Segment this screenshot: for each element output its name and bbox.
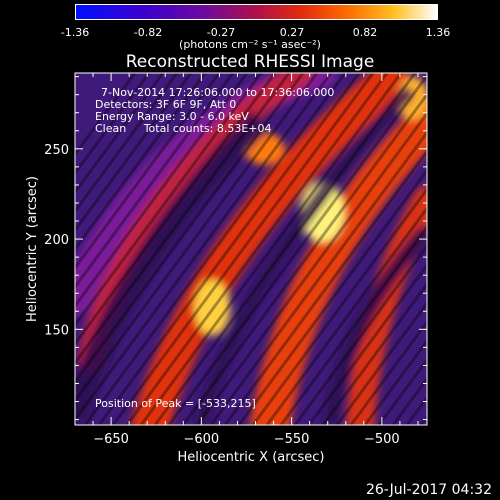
colorbar-tick: 0.27: [279, 26, 305, 39]
band-right: [250, 100, 427, 425]
colorbar-tick: -1.36: [60, 26, 90, 39]
texture-stripe: [75, 73, 137, 157]
texture-stripe: [75, 73, 235, 290]
texture-stripe: [251, 186, 427, 425]
texture-stripe: [237, 167, 427, 425]
colorbar: [75, 4, 438, 20]
info-clean: Clean Total counts: 8.53E+04: [95, 122, 272, 135]
x-tick-label: −500: [364, 432, 400, 447]
texture-stripe: [279, 224, 427, 425]
texture-stripe: [153, 73, 417, 425]
texture-stripe: [75, 73, 151, 176]
texture-stripe: [321, 281, 427, 425]
info-detectors: Detectors: 3F 6F 9F, Att 0: [95, 98, 237, 111]
y-axis-label: Heliocentric Y (arcsec): [25, 176, 40, 322]
texture-stripe: [75, 73, 179, 214]
x-tick-label: −650: [93, 432, 129, 447]
texture-stripe: [75, 73, 319, 404]
texture-stripe: [349, 319, 427, 425]
colorbar-tick: -0.27: [206, 26, 236, 39]
hotspot-mid: [194, 279, 231, 336]
texture-stripe: [75, 73, 277, 347]
texture-stripe: [75, 73, 291, 366]
texture-stripe: [75, 73, 193, 233]
texture-stripe: [75, 73, 305, 385]
texture-stripe: [75, 73, 263, 328]
info-peak: Position of Peak = [-533,215]: [95, 397, 256, 410]
texture-stripe: [419, 414, 427, 425]
x-tick-label: −550: [274, 432, 310, 447]
y-tick-label: 200: [44, 233, 69, 248]
info-energy: Energy Range: 3.0 - 6.0 keV: [95, 110, 249, 123]
texture-stripe: [335, 300, 427, 425]
texture-stripe: [111, 73, 375, 425]
texture-stripe: [167, 73, 427, 425]
texture-stripe: [75, 73, 165, 195]
texture-stripe: [181, 92, 427, 425]
texture-stripe: [75, 73, 333, 423]
footer-timestamp: 26-Jul-2017 04:32: [365, 482, 492, 498]
colorbar-tick: -0.82: [133, 26, 163, 39]
x-axis-label: Heliocentric X (arcsec): [178, 450, 325, 465]
chart-title: Reconstructed RHESSI Image: [125, 52, 375, 72]
texture-stripe: [83, 73, 347, 425]
texture-stripe: [377, 357, 427, 425]
texture-stripe: [195, 111, 427, 425]
colorbar-units: (photons cm⁻² s⁻¹ asec⁻²): [179, 38, 321, 51]
trough-right: [322, 224, 427, 425]
trough-mid: [193, 85, 416, 425]
texture-stripe: [75, 73, 207, 252]
heatmap-image: [75, 73, 427, 425]
x-tick-label: −600: [183, 432, 219, 447]
axes: −650 −600 −550 −500 150 200 250 Heliocentric X …: [25, 73, 427, 465]
band-mid: [131, 73, 409, 425]
heatmap-texture: [75, 73, 427, 425]
texture-stripe: [223, 148, 427, 425]
texture-stripe: [75, 73, 221, 271]
texture-stripe: [265, 205, 427, 425]
colorbar-tick: 0.82: [352, 26, 378, 39]
texture-stripe: [293, 243, 427, 425]
texture-stripe: [97, 73, 361, 425]
band-far-right: [346, 186, 427, 425]
texture-stripe: [209, 130, 427, 425]
texture-stripe: [75, 73, 249, 309]
y-tick-label: 250: [44, 143, 69, 158]
texture-stripe: [139, 73, 403, 425]
y-tick-label: 150: [44, 323, 69, 338]
colorbar-tick: 1.36: [425, 26, 451, 39]
info-time-range: 7-Nov-2014 17:26:06.000 to 17:36:06.000: [101, 86, 335, 99]
texture-stripe: [363, 338, 427, 425]
plot-frame: [74, 72, 428, 426]
trough-left: [75, 110, 270, 424]
texture-stripe: [307, 262, 427, 425]
texture-stripe: [125, 73, 389, 425]
